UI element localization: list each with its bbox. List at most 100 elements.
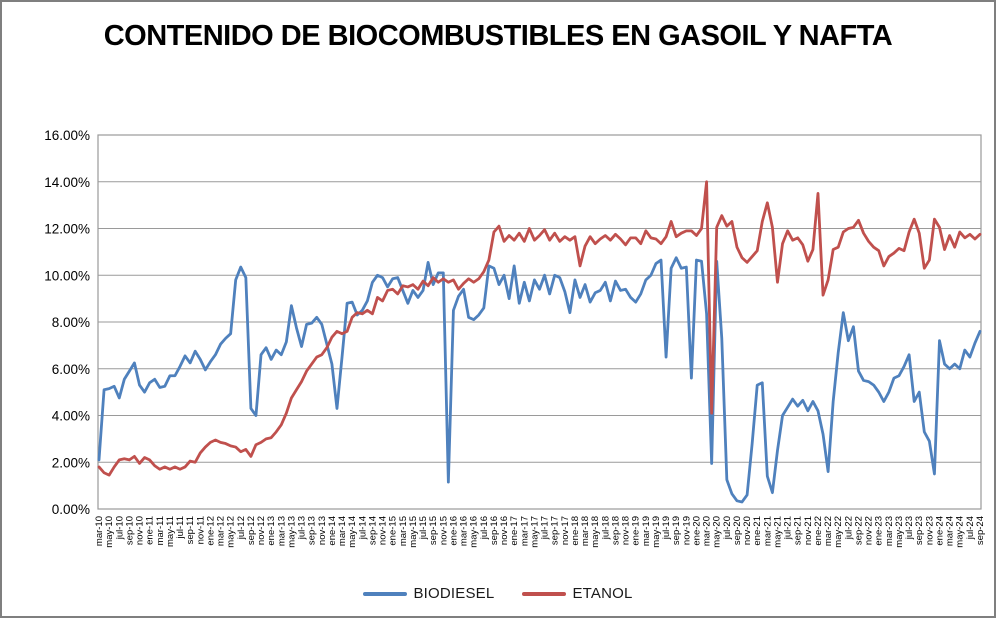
x-axis-tick-label: ene-11 <box>145 516 156 545</box>
x-axis-tick-label: ene-15 <box>388 516 399 546</box>
legend-label-biodiesel: BIODIESEL <box>413 585 495 602</box>
x-axis-tick-label: sep-10 <box>124 516 135 545</box>
x-axis-tick-label: sep-20 <box>732 516 743 545</box>
x-axis-tick-label: nov-12 <box>256 516 267 545</box>
x-axis-tick-label: ene-12 <box>205 516 216 546</box>
x-axis-tick-label: mar-18 <box>580 516 591 546</box>
series-line-etanol <box>97 180 982 477</box>
x-axis-tick-label: nov-22 <box>864 516 875 545</box>
x-axis-tick-label: jul-16 <box>479 516 490 540</box>
x-axis-tick-label: may-16 <box>469 516 480 548</box>
x-axis-tick-label: sep-16 <box>489 516 500 545</box>
x-axis-tick-label: mar-16 <box>459 516 470 546</box>
x-axis-tick-label: nov-14 <box>378 516 389 545</box>
x-axis-tick-label: nov-18 <box>621 516 632 545</box>
x-axis-tick-label: sep-13 <box>307 516 318 545</box>
x-axis-tick-label: jul-11 <box>175 516 186 540</box>
x-axis-tick-label: sep-14 <box>367 516 378 545</box>
x-axis-tick-label: may-23 <box>894 516 905 548</box>
y-axis-tick-label: 2.00% <box>52 455 90 470</box>
x-axis-tick-label: may-15 <box>408 516 419 548</box>
x-axis-tick-label: jul-21 <box>783 516 794 540</box>
x-axis-tick-label: ene-24 <box>934 516 945 546</box>
x-axis-tick-label: ene-14 <box>327 516 338 546</box>
x-axis-tick-label: jul-22 <box>843 516 854 540</box>
x-axis-tick-label: ene-19 <box>631 516 642 546</box>
plot-area-border <box>97 134 982 510</box>
x-axis-tick-label: mar-22 <box>823 516 834 546</box>
x-axis-tick-label: jul-17 <box>540 516 551 540</box>
x-axis-tick-label: sep-18 <box>610 516 621 545</box>
x-axis-tick-label: may-22 <box>833 516 844 548</box>
x-axis-tick-label: jul-10 <box>114 516 125 540</box>
y-axis-tick-label: 14.00% <box>44 175 90 190</box>
series-line-biodiesel <box>97 256 982 504</box>
x-axis-tick-label: may-24 <box>955 516 966 548</box>
x-axis-tick-label: may-13 <box>286 516 297 548</box>
y-axis-tick-label: 10.00% <box>44 268 90 283</box>
x-axis-tick-label: may-19 <box>651 516 662 548</box>
x-axis-tick-label: sep-12 <box>246 516 257 545</box>
x-axis-tick-label: sep-21 <box>793 516 804 545</box>
x-axis-tick-label: jul-13 <box>297 516 308 540</box>
y-axis-tick-label: 4.00% <box>52 409 90 424</box>
x-axis-tick-label: mar-13 <box>276 516 287 546</box>
x-axis-tick-label: sep-19 <box>671 516 682 545</box>
x-axis-tick-label: nov-21 <box>803 516 814 545</box>
chart-legend: BIODIESEL ETANOL <box>2 585 994 602</box>
x-axis-tick-label: mar-17 <box>519 516 530 546</box>
y-axis-tick-label: 0.00% <box>52 502 90 517</box>
x-axis-tick-label: ene-17 <box>509 516 520 546</box>
x-axis-tick-label: sep-24 <box>975 516 986 545</box>
x-axis-tick-label: nov-19 <box>681 516 692 545</box>
x-axis-tick-label: jul-24 <box>965 516 976 540</box>
y-axis-tick-label: 16.00% <box>44 128 90 143</box>
x-axis-tick-label: ene-22 <box>813 516 824 546</box>
chart-title: CONTENIDO DE BIOCOMBUSTIBLES EN GASOIL Y… <box>103 20 893 52</box>
x-axis-tick-label: jul-12 <box>236 516 247 540</box>
x-axis-tick-label: ene-16 <box>448 516 459 546</box>
x-axis-tick-label: ene-23 <box>874 516 885 546</box>
x-axis-tick-label: sep-17 <box>550 516 561 545</box>
x-axis-tick-label: mar-10 <box>94 516 105 546</box>
x-axis-tick-label: ene-18 <box>570 516 581 546</box>
x-axis-tick-label: nov-20 <box>742 516 753 545</box>
x-axis-tick-label: may-21 <box>772 516 783 548</box>
x-axis-tick-label: jul-19 <box>661 516 672 540</box>
x-axis-tick-label: nov-23 <box>924 516 935 545</box>
x-axis-tick-label: mar-12 <box>216 516 227 546</box>
etanol-line-swatch <box>522 591 567 596</box>
x-axis-tick-label: sep-22 <box>853 516 864 545</box>
x-axis-tick-label: ene-21 <box>752 516 763 546</box>
legend-label-etanol: ETANOL <box>572 585 633 602</box>
x-axis-tick-label: jul-23 <box>904 516 915 540</box>
x-axis-tick-label: sep-11 <box>185 516 196 544</box>
x-axis-tick-label: nov-15 <box>438 516 449 545</box>
x-axis-tick-label: nov-13 <box>317 516 328 545</box>
x-axis-tick-label: mar-24 <box>945 516 956 546</box>
x-axis-tick-label: nov-16 <box>499 516 510 545</box>
x-axis-tick-label: may-10 <box>104 516 115 548</box>
x-axis-tick-label: ene-13 <box>266 516 277 546</box>
x-axis-tick-label: mar-14 <box>337 516 348 546</box>
x-axis-tick-label: may-12 <box>226 516 237 548</box>
x-axis-tick-label: jul-20 <box>722 516 733 540</box>
legend-item-etanol: ETANOL <box>522 585 632 602</box>
y-axis-tick-label: 8.00% <box>52 315 90 330</box>
x-axis-tick-label: mar-19 <box>641 516 652 546</box>
x-axis-tick-label: may-20 <box>712 516 723 548</box>
x-axis-tick-label: nov-10 <box>135 516 146 545</box>
x-axis-tick-label: nov-17 <box>560 516 571 545</box>
x-axis-tick-label: nov-11 <box>195 516 206 544</box>
x-axis-tick-label: sep-23 <box>914 516 925 545</box>
x-axis-tick-label: may-11 <box>165 516 176 547</box>
x-axis-tick-label: sep-15 <box>428 516 439 545</box>
x-axis-tick-label: may-17 <box>529 516 540 548</box>
x-axis-tick-label: mar-23 <box>884 516 895 546</box>
y-axis-tick-label: 6.00% <box>52 362 90 377</box>
x-axis-tick-label: mar-20 <box>702 516 713 546</box>
x-axis-tick-label: may-18 <box>590 516 601 548</box>
y-axis-tick-label: 12.00% <box>44 222 90 237</box>
